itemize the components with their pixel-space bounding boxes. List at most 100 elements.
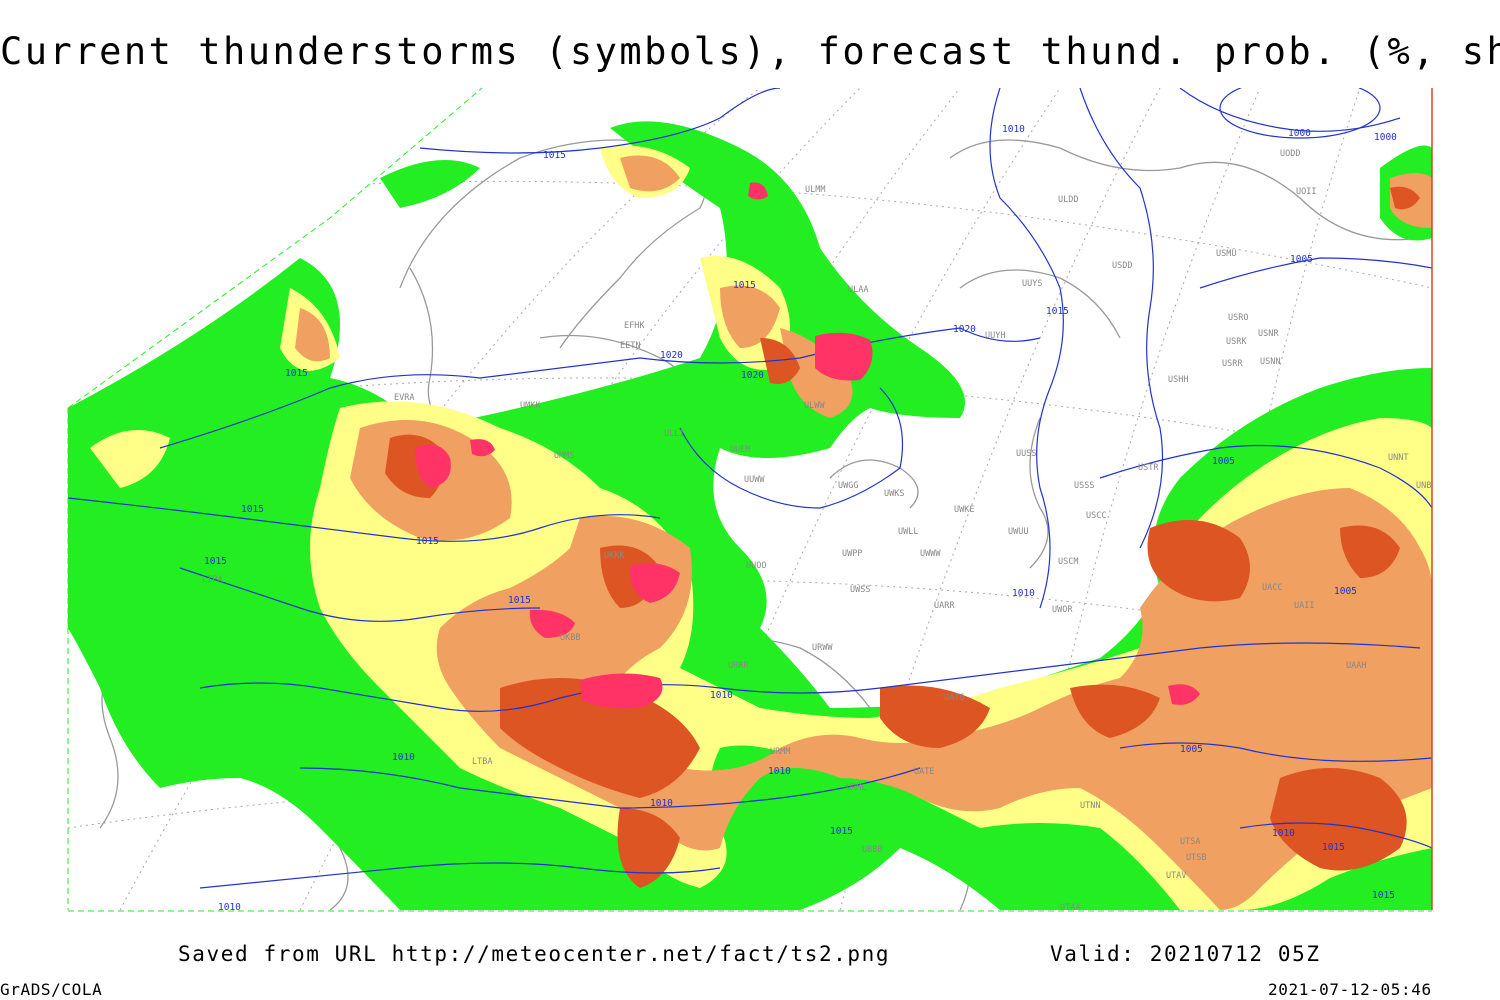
isobar-label: 1005 xyxy=(1290,254,1313,265)
station-label: UNNT xyxy=(1388,453,1408,463)
station-label: UWKS xyxy=(884,489,904,499)
station-label: ULDD xyxy=(1058,195,1078,205)
station-label: USRK xyxy=(1226,337,1247,347)
isobar-label: 1005 xyxy=(1180,744,1203,755)
station-label: ULMM xyxy=(805,185,825,195)
station-label: USCC xyxy=(1086,511,1106,521)
station-label: UAII xyxy=(1294,601,1314,611)
station-label: UWGG xyxy=(838,481,858,491)
isobar-label: 1020 xyxy=(953,324,976,335)
station-label: USCM xyxy=(1058,557,1078,567)
probability-shading-very-high xyxy=(385,186,1420,888)
station-label: EVRA xyxy=(394,393,414,403)
pressure-contour xyxy=(1219,88,1381,139)
station-label: UTAV xyxy=(1166,871,1186,881)
station-label: UBBB xyxy=(862,845,882,855)
isobar-label: 1010 xyxy=(650,798,673,809)
isobar-label: 1005 xyxy=(1212,456,1235,467)
isobar-label: 1010 xyxy=(392,752,415,763)
isobar-label: 1015 xyxy=(416,536,439,547)
saved-from-url-text: Saved from URL http://meteocenter.net/fa… xyxy=(178,942,891,966)
station-label: EFHK xyxy=(624,321,645,331)
station-label: ULWW xyxy=(804,401,825,411)
station-label: USRR xyxy=(1222,359,1243,369)
station-label: USDD xyxy=(1112,261,1132,271)
station-label: ULAA xyxy=(848,285,868,295)
isobar-label: 1015 xyxy=(830,826,853,837)
station-labels: ULMM ULDD UUYS USDD USMU UODD UOII ULAA … xyxy=(202,149,1436,913)
isobar-label: 1010 xyxy=(218,902,241,913)
isobar-label: 1010 xyxy=(1012,588,1035,599)
isobar-label: 1000 xyxy=(1288,128,1311,139)
station-label: UWKE xyxy=(954,505,974,515)
isobar-label: 1005 xyxy=(1334,586,1357,597)
isobar-label: 1015 xyxy=(1322,842,1345,853)
station-label: USTR xyxy=(1138,463,1159,473)
station-label: UMKK xyxy=(520,401,541,411)
station-label: USMU xyxy=(1216,249,1236,259)
station-label: UKBB xyxy=(560,633,580,643)
isobar-label: 1015 xyxy=(733,280,756,291)
station-label: UUEM xyxy=(730,445,750,455)
station-label: UAAH xyxy=(1346,661,1366,671)
station-label: USNN xyxy=(1260,357,1280,367)
station-label: UTSB xyxy=(1186,853,1206,863)
station-label: UTAA xyxy=(1060,903,1080,913)
station-label: UACC xyxy=(1262,583,1282,593)
isobar-label: 1010 xyxy=(1002,124,1025,135)
station-label: USHH xyxy=(1168,375,1188,385)
station-label: EETN xyxy=(620,341,640,351)
station-label: USRO xyxy=(1228,313,1248,323)
station-label: URML xyxy=(846,783,866,793)
station-label: UMMS xyxy=(554,451,574,461)
station-label: UWUU xyxy=(1008,527,1028,537)
isobar-label: 1020 xyxy=(660,350,683,361)
isobar-label: 1000 xyxy=(1374,132,1397,143)
isobar-label: 1015 xyxy=(543,150,566,161)
station-label: UATE xyxy=(914,767,934,777)
map-domain-edge xyxy=(67,88,483,409)
station-label: UWLL xyxy=(898,527,918,537)
software-credit: GrADS/COLA xyxy=(0,980,103,999)
station-label: LTBA xyxy=(472,757,492,767)
isobar-label: 1015 xyxy=(1046,306,1069,317)
station-label: USSS xyxy=(1074,481,1094,491)
isobar-label: 1010 xyxy=(768,766,791,777)
isobar-label: 1015 xyxy=(285,368,308,379)
station-label: URMM xyxy=(770,747,790,757)
isobar-label: 1010 xyxy=(1272,828,1295,839)
station-label: UWPP xyxy=(842,549,862,559)
thunderstorm-probability-map: ULMM ULDD UUYS USDD USMU UODD UOII ULAA … xyxy=(67,88,1436,913)
isobar-label: 1010 xyxy=(710,690,733,701)
thunderstorm-symbols xyxy=(415,182,1200,709)
station-label: URRR xyxy=(728,661,749,671)
station-label: UODD xyxy=(1280,149,1300,159)
station-label: UUWW xyxy=(744,475,765,485)
station-label: UUYH xyxy=(985,331,1005,341)
station-label: USNR xyxy=(1258,329,1279,339)
station-label: UUYS xyxy=(1022,279,1042,289)
map-title: Current thunderstorms (symbols), forecas… xyxy=(0,30,1500,73)
isobar-label: 1015 xyxy=(204,556,227,567)
station-label: UUOO xyxy=(746,561,766,571)
isobar-label: 1015 xyxy=(1372,890,1395,901)
station-label: UNBB xyxy=(1416,481,1436,491)
isobar-label: 1015 xyxy=(241,504,264,515)
station-label: URWW xyxy=(812,643,833,653)
station-label: UUSS xyxy=(1016,449,1036,459)
generated-timestamp: 2021-07-12-05:46 xyxy=(1268,980,1432,999)
isobar-lines xyxy=(68,88,1432,889)
station-label: LIPA xyxy=(202,575,222,585)
station-label: UKKK xyxy=(604,551,625,561)
station-label: UWOR xyxy=(1052,605,1073,615)
station-label: UOII xyxy=(1296,187,1316,197)
station-label: UARR xyxy=(934,601,955,611)
station-label: UTNN xyxy=(1080,801,1100,811)
station-label: ULLI xyxy=(664,429,684,439)
station-label: UTSA xyxy=(1180,837,1200,847)
isobar-label: 1015 xyxy=(508,595,531,606)
valid-time-text: Valid: 20210712 05Z xyxy=(1050,942,1321,966)
isobar-labels: 1015 1015 1010 1000 1000 1005 1015 1020 … xyxy=(204,124,1397,913)
station-label: UATG xyxy=(944,693,964,703)
station-label: UWSS xyxy=(850,585,870,595)
